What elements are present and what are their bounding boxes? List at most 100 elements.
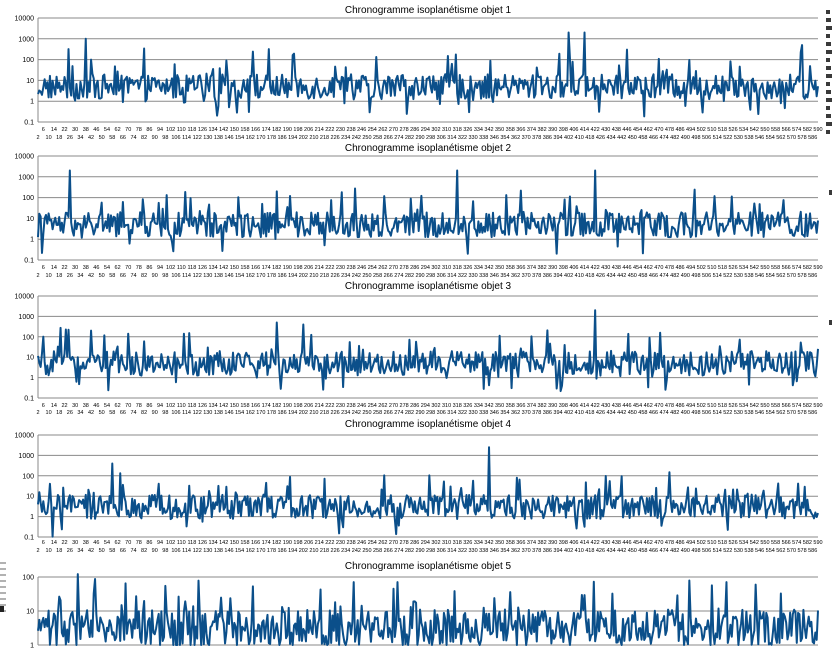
edge-glyph <box>0 606 4 612</box>
x-tick-label: 394 <box>553 135 562 141</box>
x-tick-label: 590 <box>813 127 822 133</box>
x-tick-label: 446 <box>622 540 631 546</box>
x-tick-label: 170 <box>256 273 265 279</box>
x-tick-label: 186 <box>277 135 286 141</box>
edge-glyph <box>826 130 830 134</box>
x-tick-label: 274 <box>394 548 403 554</box>
x-tick-label: 394 <box>553 410 562 416</box>
x-tick-label: 438 <box>612 403 621 409</box>
x-tick-label: 302 <box>431 127 440 133</box>
x-tick-label: 322 <box>458 410 467 416</box>
x-tick-label: 486 <box>675 403 684 409</box>
x-tick-label: 218 <box>320 135 329 141</box>
x-tick-label: 10 <box>46 273 52 279</box>
x-tick-label: 326 <box>463 265 472 271</box>
x-tick-label: 422 <box>591 127 600 133</box>
x-tick-label: 194 <box>288 273 297 279</box>
x-tick-label: 306 <box>437 273 446 279</box>
x-tick-label: 298 <box>426 135 435 141</box>
x-tick-label: 282 <box>405 548 414 554</box>
x-tick-label: 6 <box>42 403 45 409</box>
x-tick-label: 430 <box>601 127 610 133</box>
x-tick-label: 330 <box>469 548 478 554</box>
x-tick-label: 62 <box>115 403 121 409</box>
x-tick-label: 306 <box>437 548 446 554</box>
x-tick-label: 90 <box>152 273 158 279</box>
edge-glyph <box>826 106 830 110</box>
x-tick-label: 46 <box>93 540 99 546</box>
x-tick-label: 2 <box>36 135 39 141</box>
x-tick-label: 74 <box>130 410 136 416</box>
x-tick-label: 6 <box>42 127 45 133</box>
x-tick-label: 42 <box>88 135 94 141</box>
x-tick-label: 546 <box>755 273 764 279</box>
x-tick-label: 310 <box>442 540 451 546</box>
x-tick-label: 270 <box>389 540 398 546</box>
x-tick-label: 282 <box>405 273 414 279</box>
x-tick-label: 214 <box>315 265 324 271</box>
x-tick-label: 266 <box>384 548 393 554</box>
x-tick-label: 434 <box>606 135 615 141</box>
x-tick-label: 138 <box>214 273 223 279</box>
x-tick-label: 562 <box>776 273 785 279</box>
x-tick-label: 382 <box>537 540 546 546</box>
y-tick-label: 10000 <box>15 154 35 161</box>
x-tick-label: 590 <box>813 403 822 409</box>
x-tick-label: 530 <box>734 410 743 416</box>
x-tick-label: 498 <box>691 548 700 554</box>
x-tick-label: 554 <box>766 135 775 141</box>
edge-glyph <box>826 34 830 38</box>
x-tick-label: 74 <box>130 273 136 279</box>
x-tick-label: 514 <box>713 548 722 554</box>
x-tick-label: 210 <box>309 410 318 416</box>
x-tick-label: 570 <box>787 548 796 554</box>
x-tick-label: 562 <box>776 548 785 554</box>
x-tick-label: 22 <box>61 127 67 133</box>
x-tick-label: 150 <box>230 265 239 271</box>
x-tick-label: 378 <box>532 273 541 279</box>
x-tick-label: 98 <box>162 273 168 279</box>
x-tick-label: 310 <box>442 265 451 271</box>
x-tick-label: 574 <box>792 403 801 409</box>
x-tick-label: 2 <box>36 548 39 554</box>
x-tick-label: 194 <box>288 135 297 141</box>
x-tick-label: 214 <box>315 540 324 546</box>
x-tick-label: 430 <box>601 265 610 271</box>
x-tick-label: 46 <box>93 265 99 271</box>
x-tick-label: 118 <box>187 265 196 271</box>
x-tick-label: 162 <box>246 548 255 554</box>
x-tick-label: 286 <box>410 403 419 409</box>
x-tick-label: 438 <box>612 265 621 271</box>
x-tick-label: 362 <box>511 273 520 279</box>
x-tick-label: 110 <box>177 127 186 133</box>
x-tick-label: 202 <box>299 410 308 416</box>
x-tick-label: 106 <box>171 273 180 279</box>
x-tick-label: 434 <box>606 548 615 554</box>
x-tick-label: 574 <box>792 540 801 546</box>
x-tick-label: 454 <box>633 265 642 271</box>
x-tick-label: 86 <box>146 403 152 409</box>
x-tick-label: 542 <box>750 127 759 133</box>
x-tick-label: 478 <box>665 265 674 271</box>
x-tick-label: 342 <box>484 403 493 409</box>
x-tick-label: 22 <box>61 540 67 546</box>
x-tick-label: 246 <box>357 127 366 133</box>
x-tick-label: 538 <box>744 410 753 416</box>
x-tick-label: 582 <box>803 265 812 271</box>
x-tick-label: 38 <box>83 403 89 409</box>
x-tick-label: 378 <box>532 548 541 554</box>
x-tick-label: 110 <box>177 403 186 409</box>
x-tick-label: 566 <box>782 540 791 546</box>
x-tick-label: 66 <box>120 273 126 279</box>
x-tick-label: 50 <box>99 410 105 416</box>
x-tick-label: 414 <box>580 265 589 271</box>
x-tick-label: 466 <box>649 410 658 416</box>
y-tick-label: 1000 <box>18 174 34 181</box>
x-tick-label: 490 <box>681 410 690 416</box>
x-tick-label: 106 <box>171 548 180 554</box>
x-tick-label: 98 <box>162 548 168 554</box>
x-tick-label: 406 <box>569 127 578 133</box>
x-tick-label: 250 <box>362 273 371 279</box>
x-tick-label: 102 <box>166 127 175 133</box>
